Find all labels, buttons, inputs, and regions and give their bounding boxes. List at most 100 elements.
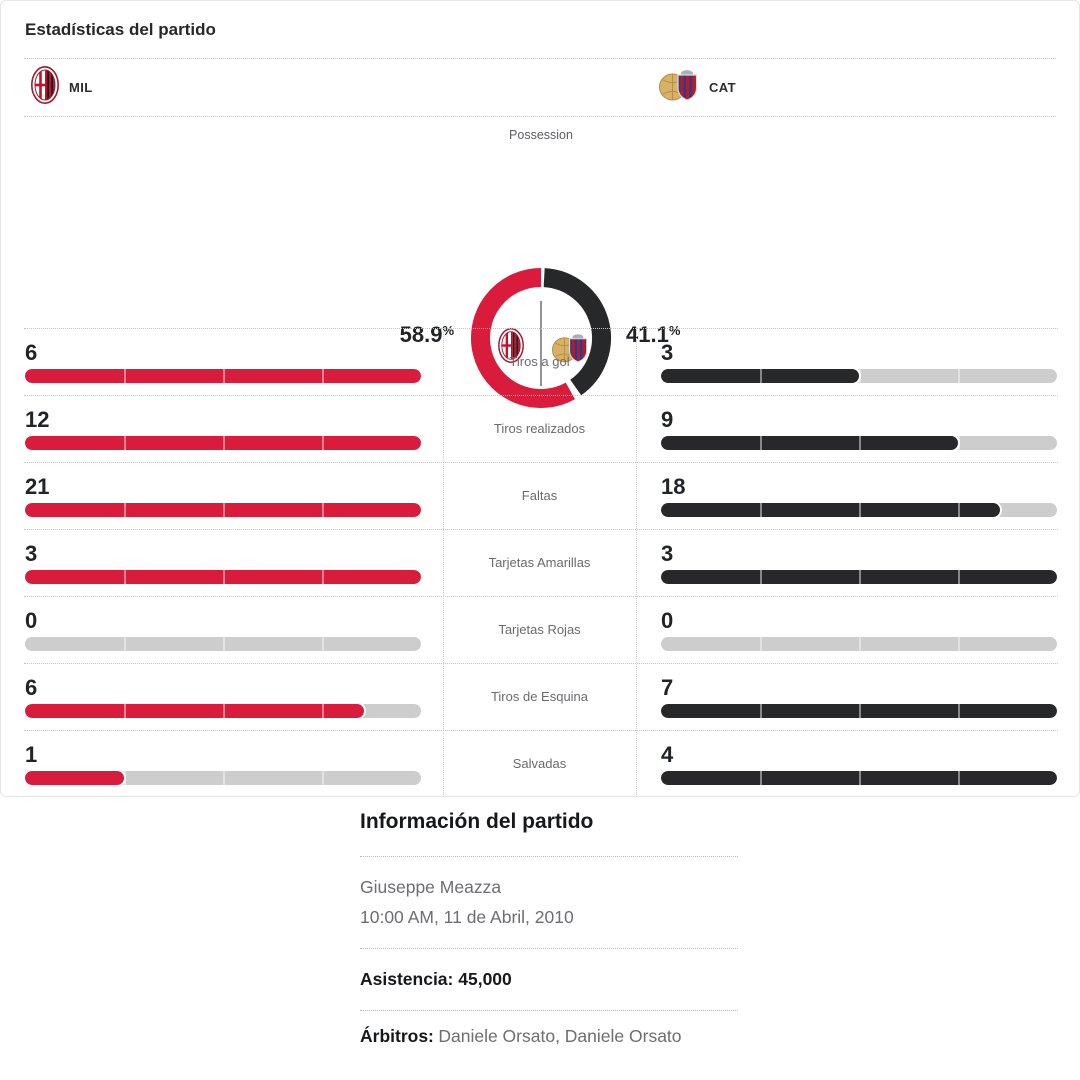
away-stat-bar [661,369,1057,383]
possession-arc-away [543,268,611,396]
stat-label-cell: Tiros a gol [443,328,636,395]
away-stat-bar [661,704,1057,718]
possession-title: Possession [509,128,573,142]
stat-label-cell: Tarjetas Rojas [443,596,636,663]
home-stat-value: 21 [25,474,50,499]
divider [24,116,1056,117]
away-stat-value: 9 [661,407,674,432]
possession-arc-home [471,268,575,408]
team-home[interactable]: MIL [31,58,93,116]
home-stat-value: 1 [25,742,38,767]
possession-away-percent: 41.1% [626,322,681,347]
stat-label: Tiros realizados [493,421,586,436]
home-stat-bar-fill [25,771,124,785]
home-stat-bar-fill [25,436,421,450]
away-stat-cell: 18 [636,462,1080,529]
home-stat-cell: 6 [1,328,443,395]
home-stat-value: 3 [25,541,38,566]
home-stat-value: 0 [25,608,38,633]
divider [24,663,1058,664]
away-stat-cell: 7 [636,663,1080,730]
team-home-abbr: MIL [69,79,93,95]
match-datetime: 10:00 AM, 11 de Abril, 2010 [360,907,574,927]
home-stat-cell: 1 [1,730,443,797]
team-away-abbr: CAT [709,79,736,95]
stat-label: Tiros de Esquina [490,689,589,704]
divider [636,328,637,797]
away-stat-bar-fill [661,503,1001,517]
divider [360,856,738,857]
cat-crest-icon-small [552,332,589,369]
referees-block: Árbitros: Daniele Orsato, Daniele Orsato [360,1026,738,1047]
away-stat-value: 4 [661,742,674,767]
away-stat-value: 3 [661,340,674,365]
home-stat-bar [25,570,421,584]
stats-comparison-grid: 6 Tiros a gol 3 12 Tiros realizados 9 21 [1,328,1080,797]
away-stat-bar [661,637,1057,651]
stat-label-cell: Faltas [443,462,636,529]
home-stat-cell: 12 [1,395,443,462]
away-stat-bar [661,503,1057,517]
home-stat-bar [25,771,421,785]
home-stat-bar-fill [25,570,421,584]
away-stat-cell: 9 [636,395,1080,462]
divider [24,395,1058,396]
team-away[interactable]: CAT [659,58,736,116]
attendance-label: Asistencia: [360,969,454,989]
stat-label: Salvadas [512,756,567,771]
stat-label: Tarjetas Amarillas [488,555,591,570]
home-stat-bar-fill [25,369,421,383]
stat-label: Tiros a gol [509,354,570,369]
away-stat-value: 7 [661,675,674,700]
away-stat-cell: 0 [636,596,1080,663]
away-stat-bar-fill [661,704,1057,718]
away-stat-bar-fill [661,771,1057,785]
home-stat-value: 6 [25,340,38,365]
away-stat-value: 18 [661,474,686,499]
possession-section: Possession [1,116,1080,408]
away-stat-cell: 4 [636,730,1080,797]
away-stat-cell: 3 [636,328,1080,395]
divider [24,462,1058,463]
stat-label: Faltas [521,488,558,503]
home-stat-cell: 3 [1,529,443,596]
possession-donut-chart [469,266,613,410]
divider [443,328,444,797]
away-stat-bar-fill [661,369,859,383]
divider [24,596,1058,597]
home-stat-cell: 6 [1,663,443,730]
home-stat-bar [25,369,421,383]
referees-names: Daniele Orsato, Daniele Orsato [438,1026,682,1046]
away-stat-bar [661,570,1057,584]
home-stat-bar [25,436,421,450]
away-stat-value: 3 [661,541,674,566]
attendance-value: 45,000 [458,969,512,989]
match-info-section: Información del partido Giuseppe Meazza … [360,810,738,1063]
divider [24,58,1056,59]
match-info-title: Información del partido [360,810,594,833]
away-stat-bar [661,771,1057,785]
home-stat-value: 12 [25,407,50,432]
stat-label-cell: Salvadas [443,730,636,797]
cat-crest-icon [659,68,699,107]
divider [24,730,1058,731]
divider [360,1010,738,1011]
venue-block: Giuseppe Meazza 10:00 AM, 11 de Abril, 2… [360,872,738,932]
divider [24,328,1058,329]
teams-row: MIL [1,58,1079,116]
away-stat-value: 0 [661,608,674,633]
home-stat-bar [25,704,421,718]
away-stat-bar-fill [661,436,958,450]
venue-name: Giuseppe Meazza [360,877,502,897]
mil-crest-icon-small [498,327,524,368]
possession-home-percent: 58.9% [399,322,454,347]
divider [24,529,1058,530]
home-stat-value: 6 [25,675,38,700]
away-stat-cell: 3 [636,529,1080,596]
home-stat-bar-fill [25,503,421,517]
home-stat-bar [25,503,421,517]
stat-label-cell: Tiros de Esquina [443,663,636,730]
referees-label: Árbitros: [360,1026,434,1046]
stat-label: Tarjetas Rojas [498,622,581,637]
stats-card-title: Estadísticas del partido [25,19,216,39]
